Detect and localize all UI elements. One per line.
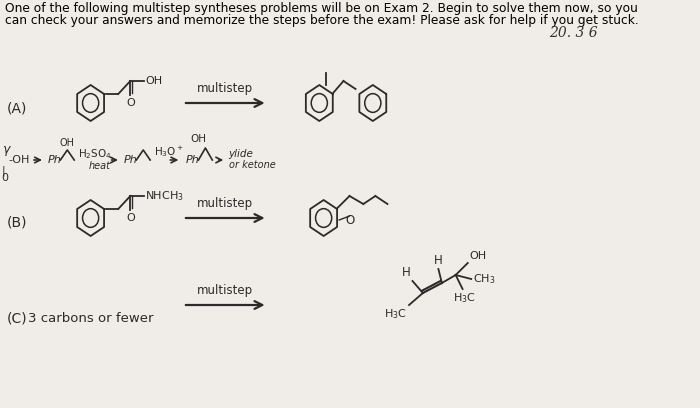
Text: Ph: Ph: [123, 155, 137, 165]
Text: O: O: [126, 213, 134, 223]
Text: (A): (A): [7, 101, 27, 115]
Text: can check your answers and memorize the steps before the exam! Please ask for he: can check your answers and memorize the …: [5, 14, 639, 27]
Text: One of the following multistep syntheses problems will be on Exam 2. Begin to so: One of the following multistep syntheses…: [5, 2, 638, 15]
Text: H$_2$SO$_4$: H$_2$SO$_4$: [78, 147, 111, 161]
Text: heat: heat: [89, 161, 111, 171]
Text: or ketone: or ketone: [229, 160, 275, 170]
Text: H$_3$C: H$_3$C: [384, 307, 407, 321]
Text: multistep: multistep: [197, 197, 253, 210]
Text: CH$_3$: CH$_3$: [473, 272, 496, 286]
Text: OH: OH: [145, 76, 162, 86]
Text: NHCH$_3$: NHCH$_3$: [145, 189, 184, 203]
Text: O: O: [126, 98, 134, 108]
Text: |: |: [1, 166, 6, 177]
Text: (C): (C): [7, 311, 27, 325]
Text: multistep: multistep: [197, 82, 253, 95]
Text: O: O: [345, 214, 354, 227]
Text: Ph: Ph: [48, 155, 61, 165]
Text: ylide: ylide: [229, 149, 253, 159]
Text: H$_3$O$^+$: H$_3$O$^+$: [153, 144, 183, 160]
Text: 3 carbons or fewer: 3 carbons or fewer: [27, 311, 153, 324]
Text: H: H: [402, 266, 411, 279]
Text: (B): (B): [7, 216, 27, 230]
Text: -OH: -OH: [8, 155, 30, 165]
Text: $\gamma$: $\gamma$: [1, 144, 12, 158]
Text: multistep: multistep: [197, 284, 253, 297]
Text: 0: 0: [1, 173, 8, 183]
Text: H: H: [434, 254, 443, 267]
Text: OH: OH: [190, 134, 206, 144]
Text: Ph: Ph: [186, 155, 199, 165]
Text: OH: OH: [470, 251, 486, 261]
Text: H$_3$C: H$_3$C: [453, 291, 476, 305]
Text: 20. 3 6: 20. 3 6: [550, 26, 598, 40]
Text: OH: OH: [60, 138, 75, 148]
